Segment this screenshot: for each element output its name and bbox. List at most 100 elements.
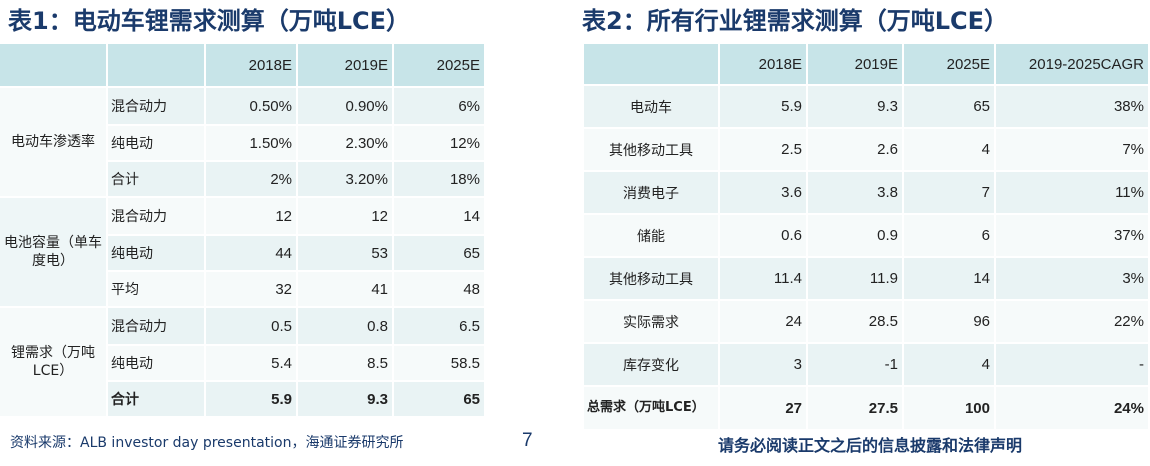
table1-cell: 0.50% [206,88,298,126]
table2-row-label: 消费电子 [584,172,720,215]
table2-cell: 2.5 [720,129,808,172]
table2-row-label: 实际需求 [584,301,720,344]
table1-cell: 5.4 [206,346,298,382]
table-row: 实际需求 24 28.5 96 22% [584,301,1150,344]
table1-row-label: 合计 [108,382,206,418]
table2-cell: 96 [904,301,996,344]
table2-row-label: 其他移动工具 [584,258,720,301]
table2-cell: 0.6 [720,215,808,258]
table2-cell: 24% [996,387,1150,431]
table2-cell: 22% [996,301,1150,344]
table2-header-row: 2018E 2019E 2025E 2019-2025CAGR [584,44,1150,86]
table2-cell: 28.5 [808,301,904,344]
table1-header-cell: 2025E [394,44,486,88]
table1-cell: 12% [394,126,486,162]
table1-row-label: 混合动力 [108,308,206,346]
table-row: 其他移动工具 2.5 2.6 4 7% [584,129,1150,172]
table2-row-label: 库存变化 [584,344,720,387]
table-row: 总需求（万吨LCE） 27 27.5 100 24% [584,387,1150,431]
table1-cell: 5.9 [206,382,298,418]
source-note: 资料来源：ALB investor day presentation，海通证券研… [10,435,404,451]
table1-cell: 0.90% [298,88,394,126]
table1-row-label: 纯电动 [108,126,206,162]
table-row: 锂需求（万吨LCE） 混合动力 0.5 0.8 6.5 [0,308,486,418]
table2-header-cell: 2019E [808,44,904,86]
table2-row-label: 其他移动工具 [584,129,720,172]
table1-header-cell: 2019E [298,44,394,88]
table1-cell: 12 [206,198,298,236]
table-row: 储能 0.6 0.9 6 37% [584,215,1150,258]
table1-cell: 14 [394,198,486,236]
table2-cell: 38% [996,86,1150,129]
table1-category: 锂需求（万吨LCE） [0,308,108,418]
table2-cell: 14 [904,258,996,301]
table2-cell: 4 [904,344,996,387]
table1-row-label: 混合动力 [108,198,206,236]
table1-cell: 0.8 [298,308,394,346]
table1-cell: 32 [206,272,298,308]
table2-cell: 9.3 [808,86,904,129]
table-row: 电动车渗透率 混合动力 0.50% 0.90% 6% [0,88,486,198]
table2-cell: 0.9 [808,215,904,258]
table1-cell: 12 [298,198,394,236]
table1-cell: 65 [394,382,486,418]
table2-header-cell [584,44,720,86]
table2-cell: 3.6 [720,172,808,215]
table2-cell: 3.8 [808,172,904,215]
table2-cell: 3 [720,344,808,387]
table1-cell: 3.20% [298,162,394,198]
table1-cell: 41 [298,272,394,308]
table1-row-label: 混合动力 [108,88,206,126]
page-number: 7 [522,430,533,451]
table1-cell: 6.5 [394,308,486,346]
table2-header-cell: 2018E [720,44,808,86]
table-row: 电池容量（单车度电） 混合动力 12 12 14 [0,198,486,308]
table1-row-label: 纯电动 [108,236,206,272]
table1-cell: 2% [206,162,298,198]
table1-row-label: 纯电动 [108,346,206,382]
table1-cell: 0.5 [206,308,298,346]
table-row: 库存变化 3 -1 4 - [584,344,1150,387]
table1-cell: 48 [394,272,486,308]
table2-title: 表2：所有行业锂需求测算（万吨LCE） [582,7,1008,35]
table2-cell: - [996,344,1150,387]
table2-cell: 27 [720,387,808,431]
table2-cell: 2.6 [808,129,904,172]
table1-cell: 8.5 [298,346,394,382]
table1-cell: 53 [298,236,394,272]
table1-header-cell: 2018E [206,44,298,88]
table1-cell: 6% [394,88,486,126]
table2-cell: 100 [904,387,996,431]
table1-title: 表1：电动车锂需求测算（万吨LCE） [8,7,410,35]
table2-cell: 7% [996,129,1150,172]
table1-cell: 44 [206,236,298,272]
table2-header-cell: 2025E [904,44,996,86]
table2-cell: 27.5 [808,387,904,431]
table-row: 电动车 5.9 9.3 65 38% [584,86,1150,129]
table2-cell: 37% [996,215,1150,258]
table1-row-label: 平均 [108,272,206,308]
table2-cell: 6 [904,215,996,258]
table1-cell: 58.5 [394,346,486,382]
table1-header-cell [108,44,206,88]
table2-cell: 24 [720,301,808,344]
table1-cell: 9.3 [298,382,394,418]
table2-cell: 11.4 [720,258,808,301]
table2-row-label: 总需求（万吨LCE） [584,387,720,431]
table1-category: 电动车渗透率 [0,88,108,198]
table2-cell: 11% [996,172,1150,215]
table-row: 其他移动工具 11.4 11.9 14 3% [584,258,1150,301]
table2-header-cell: 2019-2025CAGR [996,44,1150,86]
table1-cell: 18% [394,162,486,198]
table2-cell: 11.9 [808,258,904,301]
table1-cell: 65 [394,236,486,272]
table1-row-label: 合计 [108,162,206,198]
table1: 2018E 2019E 2025E 电动车渗透率 混合动力 0.50% 0.90… [0,44,486,418]
table2-row-label: 电动车 [584,86,720,129]
table-row: 消费电子 3.6 3.8 7 11% [584,172,1150,215]
table2-cell: 7 [904,172,996,215]
table1-cell: 1.50% [206,126,298,162]
table1-header-cell [0,44,108,88]
table2: 2018E 2019E 2025E 2019-2025CAGR 电动车 5.9 … [584,44,1150,431]
table2-cell: 65 [904,86,996,129]
